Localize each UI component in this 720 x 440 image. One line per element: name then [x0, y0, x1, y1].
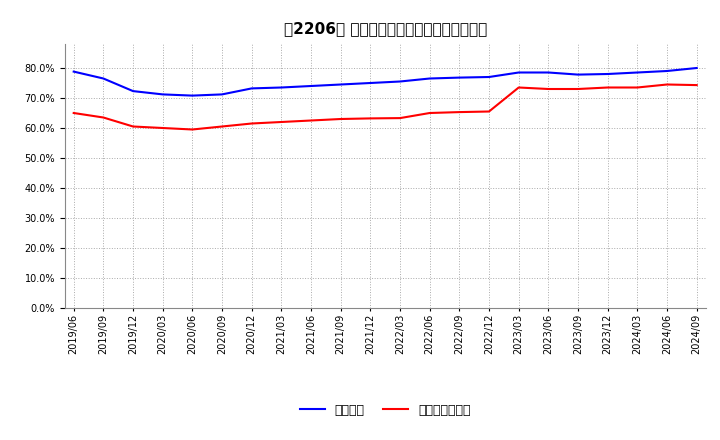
固定比率	[248, 86, 256, 91]
固定比率	[693, 66, 701, 71]
固定長期適合率	[544, 86, 553, 92]
固定長期適合率	[426, 110, 434, 116]
Line: 固定長期適合率: 固定長期適合率	[73, 84, 697, 129]
固定長期適合率	[485, 109, 493, 114]
Legend: 固定比率, 固定長期適合率: 固定比率, 固定長期適合率	[294, 399, 476, 422]
固定比率	[336, 82, 345, 87]
固定長期適合率	[366, 116, 374, 121]
固定比率	[603, 71, 612, 77]
固定比率	[574, 72, 582, 77]
Line: 固定比率: 固定比率	[73, 68, 697, 95]
固定比率	[633, 70, 642, 75]
固定比率	[307, 83, 315, 88]
固定比率	[662, 68, 671, 73]
固定長期適合率	[69, 110, 78, 116]
固定長期適合率	[693, 82, 701, 88]
固定比率	[69, 69, 78, 74]
固定長期適合率	[662, 82, 671, 87]
固定長期適合率	[396, 115, 405, 121]
固定長期適合率	[217, 124, 226, 129]
固定長期適合率	[574, 86, 582, 92]
固定長期適合率	[99, 115, 108, 120]
固定長期適合率	[158, 125, 167, 131]
固定比率	[426, 76, 434, 81]
Title: ［2206］ 固定比率、固定長期適合率の推移: ［2206］ 固定比率、固定長期適合率の推移	[284, 21, 487, 36]
固定比率	[188, 93, 197, 98]
固定長期適合率	[248, 121, 256, 126]
固定比率	[396, 79, 405, 84]
固定比率	[217, 92, 226, 97]
固定長期適合率	[188, 127, 197, 132]
固定比率	[514, 70, 523, 75]
固定長期適合率	[336, 116, 345, 121]
固定比率	[158, 92, 167, 97]
固定比率	[455, 75, 464, 80]
固定長期適合率	[307, 118, 315, 123]
固定比率	[277, 85, 286, 90]
固定比率	[544, 70, 553, 75]
固定長期適合率	[633, 85, 642, 90]
固定長期適合率	[603, 85, 612, 90]
固定比率	[129, 88, 138, 94]
固定長期適合率	[514, 85, 523, 90]
固定長期適合率	[277, 119, 286, 125]
固定比率	[366, 81, 374, 86]
固定比率	[99, 76, 108, 81]
固定長期適合率	[129, 124, 138, 129]
固定比率	[485, 74, 493, 80]
固定長期適合率	[455, 110, 464, 115]
